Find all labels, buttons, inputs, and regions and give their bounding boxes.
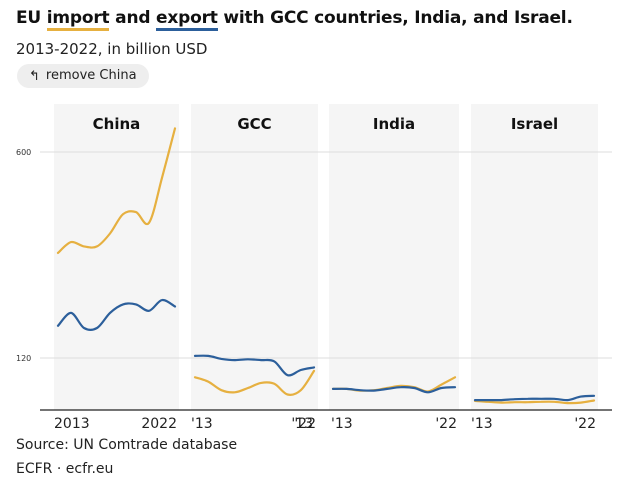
chart-subtitle: 2013-2022, in billion USD: [16, 40, 208, 58]
chart-title: EU import and export with GCC countries,…: [16, 8, 573, 31]
title-post: with GCC countries, India, and Israel.: [217, 8, 573, 28]
y-tick-label-600: 600: [16, 148, 31, 157]
x-tick-label-gcc-1: '22: [294, 416, 316, 432]
series-line-israel-export: [473, 394, 596, 402]
x-tick-label-india-0: '13: [291, 416, 313, 432]
source-note: Source: UN Comtrade database: [16, 437, 238, 453]
x-tick-label-china-0: 2013: [54, 416, 90, 432]
title-export-word: export: [156, 8, 218, 31]
remove-china-button[interactable]: ↰ remove China: [17, 64, 149, 88]
panel-bg-china: [54, 104, 179, 410]
series-line-gcc-import: [193, 369, 316, 396]
panel-title-india: India: [373, 115, 415, 133]
panel-title-israel: Israel: [511, 115, 558, 133]
series-line-china-import: [56, 127, 177, 254]
x-tick-label-china-1: 2022: [141, 416, 177, 432]
panel-bg-israel: [471, 104, 598, 410]
panel-title-china: China: [93, 115, 141, 133]
remove-china-label: remove China: [45, 68, 137, 83]
credit-note: ECFR · ecfr.eu: [16, 461, 114, 477]
x-tick-label-gcc-0: '13: [191, 416, 213, 432]
title-pre: EU: [16, 8, 47, 28]
series-line-gcc-export: [193, 354, 316, 377]
series-line-india-export: [331, 386, 457, 394]
x-tick-label-india-2: '22: [435, 416, 457, 432]
return-arrow-icon: ↰: [29, 68, 40, 84]
series-line-israel-import: [473, 399, 596, 405]
x-tick-label-israel-0: '13: [471, 416, 493, 432]
title-mid: and: [109, 8, 157, 28]
y-tick-label-120: 120: [16, 354, 31, 363]
x-tick-label-india-1: '13: [331, 416, 353, 432]
panel-bg-india: [329, 104, 459, 410]
panel-bg-gcc: [191, 104, 318, 410]
title-import-word: import: [46, 8, 110, 31]
x-tick-label-israel-1: '22: [574, 416, 596, 432]
panel-title-gcc: GCC: [237, 115, 271, 133]
series-line-china-export: [56, 298, 177, 331]
